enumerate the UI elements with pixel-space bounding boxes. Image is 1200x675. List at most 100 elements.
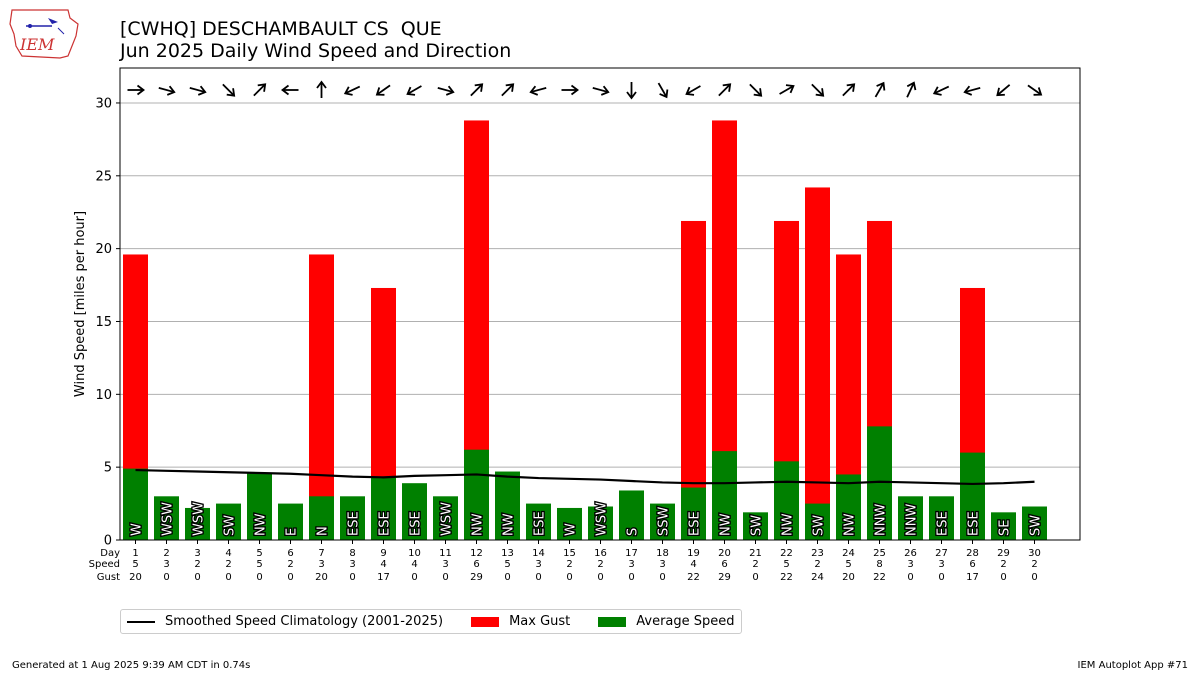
x-tick-label: 20 <box>315 572 328 583</box>
x-tick-label: 0 <box>597 572 603 583</box>
direction-label: NW <box>254 513 269 536</box>
plot-frame <box>119 67 1081 541</box>
x-tick-label: 4 <box>690 559 696 570</box>
legend-item-average-speed: Average Speed <box>598 614 735 629</box>
y-tick-label: 20 <box>95 242 112 257</box>
legend-swatch-max-gust <box>471 616 500 627</box>
direction-arrow <box>657 82 669 99</box>
x-tick-label: 2 <box>752 559 758 570</box>
x-tick-label: 12 <box>470 548 483 559</box>
x-tick-label: 5 <box>504 559 510 570</box>
x-tick-label: 2 <box>194 559 200 570</box>
x-tick-label: 0 <box>194 572 200 583</box>
x-tick-label: 0 <box>1031 572 1037 583</box>
x-tick-label: 0 <box>411 572 417 583</box>
direction-label: NW <box>719 513 734 536</box>
direction-arrow <box>529 85 547 96</box>
x-tick-label: 22 <box>780 548 793 559</box>
app-note: IEM Autoplot App #71 <box>1077 660 1188 671</box>
direction-arrow <box>626 82 637 100</box>
direction-labels: W WSW WSW SW NW E N ESE ESE ESE WSW NW NW ESE W WSW S SSW… <box>128 501 1045 538</box>
x-tick-label: 17 <box>625 548 638 559</box>
direction-arrow <box>1027 84 1043 96</box>
x-tick-label: 22 <box>687 572 700 583</box>
x-tick-label: 2 <box>814 559 820 570</box>
climatology-line <box>135 468 1035 486</box>
x-tick-label: 3 <box>163 559 169 570</box>
x-tick-label: 22 <box>873 572 886 583</box>
x-tick-label: 0 <box>628 572 634 583</box>
x-tick-label: 2 <box>225 559 231 570</box>
avg-speed-bar <box>247 472 272 540</box>
direction-label: WSW <box>595 502 610 536</box>
x-tick-label: 6 <box>287 548 293 559</box>
avg-speed-bar <box>588 506 613 540</box>
x-tick-label: 9 <box>380 548 386 559</box>
x-tick-label: 29 <box>718 572 731 583</box>
direction-label: NW <box>843 513 858 536</box>
avg-speed-bar <box>681 487 706 540</box>
direction-label: WSW <box>161 502 176 536</box>
avg-speed-bar <box>774 461 799 540</box>
avg-speed-bar <box>402 483 427 540</box>
x-tick-label: 5 <box>256 548 262 559</box>
x-tick-label: 11 <box>439 548 452 559</box>
direction-label: ESE <box>967 511 982 536</box>
avg-speed-bar <box>278 503 303 540</box>
avg-speed-bar <box>805 503 830 540</box>
legend-label-climatology: Smoothed Speed Climatology (2001-2025) <box>165 614 444 629</box>
direction-label: SW <box>750 515 765 536</box>
x-axis-table: DaySpeedGust1520230320420550620732083094… <box>89 540 1041 583</box>
avg-speed-bar <box>929 496 954 540</box>
x-tick-label: 0 <box>287 572 293 583</box>
y-tick-label: 25 <box>95 169 112 184</box>
legend-swatch-climatology <box>127 620 155 623</box>
x-tick-label: 20 <box>842 572 855 583</box>
x-tick-label: 30 <box>1028 548 1041 559</box>
avg-speed-bar <box>526 503 551 540</box>
x-tick-label: 3 <box>194 548 200 559</box>
x-tick-label: 7 <box>318 548 324 559</box>
direction-arrow <box>874 81 886 98</box>
x-tick-label: 22 <box>780 572 793 583</box>
x-tick-label: 0 <box>163 572 169 583</box>
x-tick-label: 6 <box>721 559 727 570</box>
y-tick-label: 10 <box>95 388 112 403</box>
direction-label: NW <box>781 513 796 536</box>
avg-speed-bar <box>371 477 396 540</box>
iem-logo: IEM <box>9 9 79 59</box>
avg-speed-bar <box>557 507 582 540</box>
direction-label: ESE <box>409 511 424 536</box>
x-tick-label: 18 <box>656 548 669 559</box>
x-tick-label: 2 <box>566 559 572 570</box>
direction-label: NNW <box>874 504 889 536</box>
x-tick-label: 0 <box>938 572 944 583</box>
gust-bar <box>309 254 334 541</box>
x-tick-label: 13 <box>501 548 514 559</box>
legend: Smoothed Speed Climatology (2001-2025) M… <box>120 609 742 634</box>
direction-arrow <box>718 83 732 97</box>
x-tick-label: 4 <box>411 559 417 570</box>
direction-arrows <box>127 80 1043 100</box>
x-tick-label: 29 <box>470 572 483 583</box>
avg-speed-bar <box>464 449 489 540</box>
x-tick-label: 24 <box>811 572 824 583</box>
gust-bar <box>681 220 706 541</box>
x-tick-label: 0 <box>442 572 448 583</box>
direction-arrow <box>375 84 391 96</box>
x-tick-label: 0 <box>1000 572 1006 583</box>
legend-label-max-gust: Max Gust <box>509 614 571 629</box>
direction-arrow <box>561 84 579 96</box>
direction-arrow <box>437 85 455 96</box>
direction-arrow <box>932 85 950 96</box>
direction-label: ESE <box>936 511 951 536</box>
direction-label: NNW <box>905 504 920 536</box>
direction-arrow <box>963 85 981 96</box>
y-tick-label: 15 <box>95 315 112 330</box>
x-tick-label: 29 <box>997 548 1010 559</box>
direction-arrow <box>281 84 299 96</box>
direction-label: NW <box>502 513 517 536</box>
x-tick-label: 20 <box>718 548 731 559</box>
legend-label-average-speed: Average Speed <box>636 614 735 629</box>
row-label: Day <box>100 548 120 559</box>
